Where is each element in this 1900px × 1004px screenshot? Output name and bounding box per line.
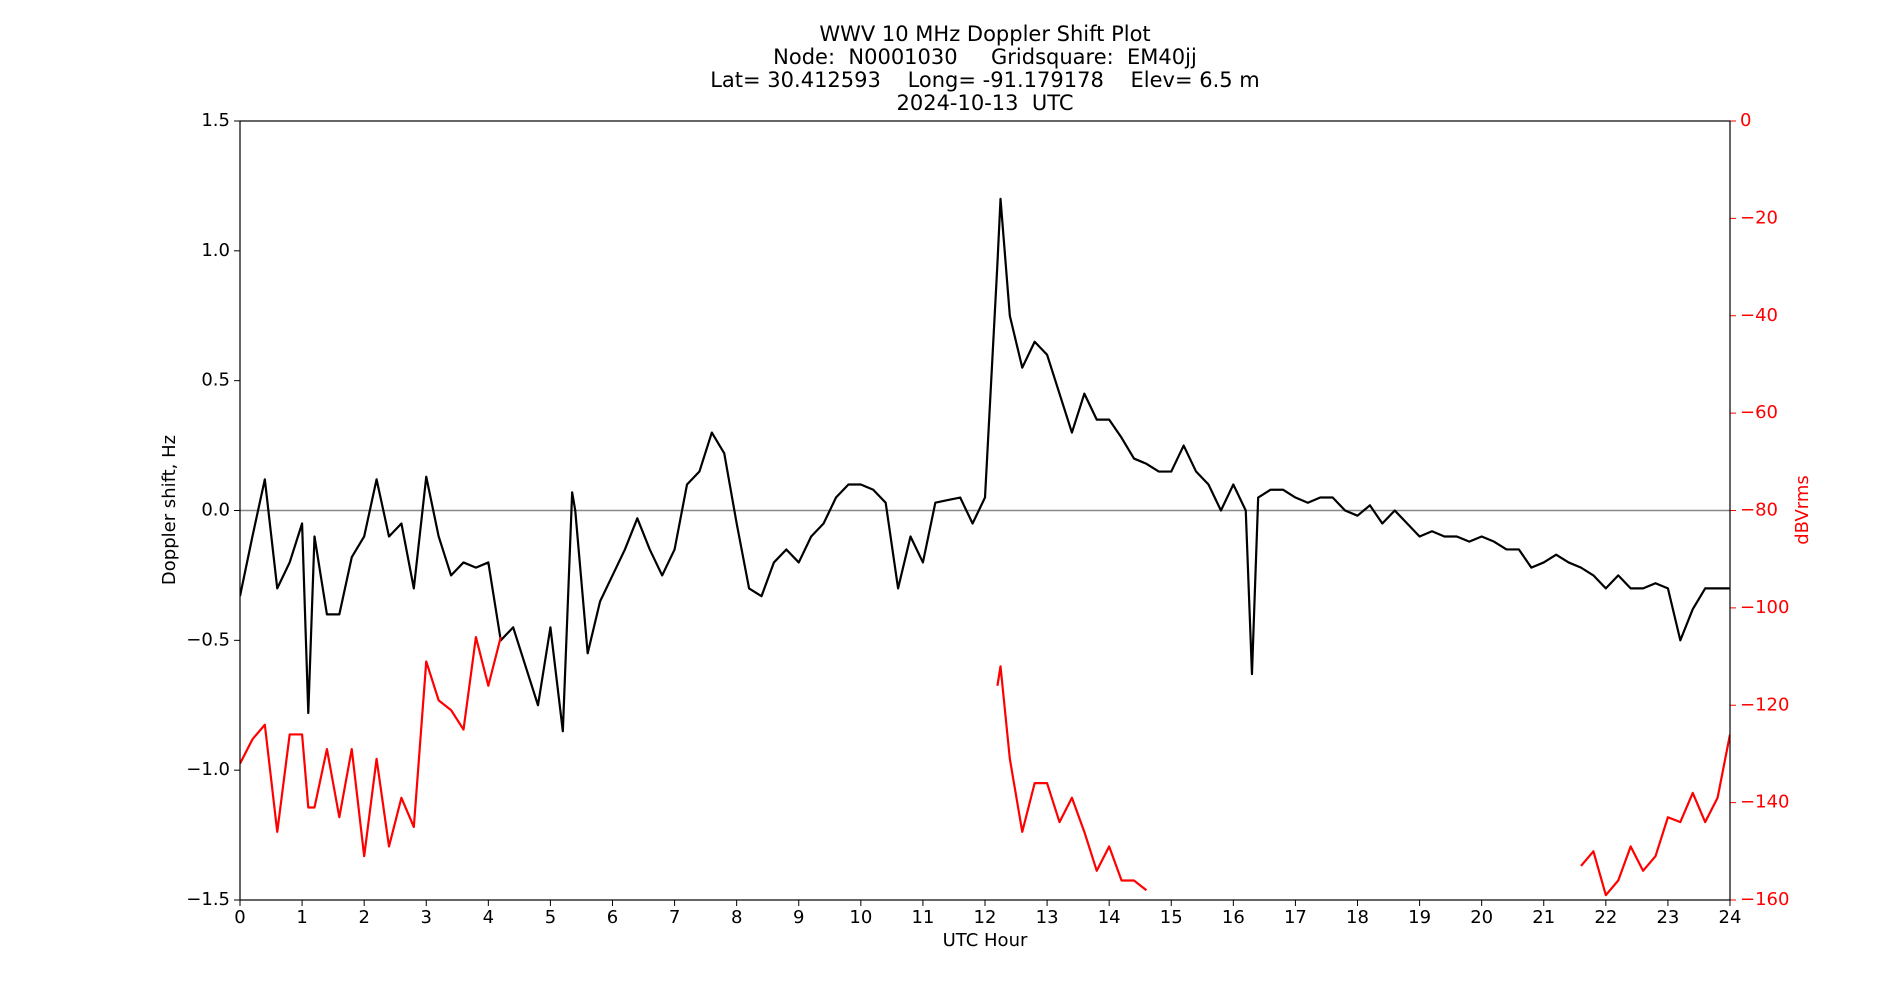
x-tick-label: 17 [1284, 907, 1307, 928]
y-tick-label: 1.0 [201, 240, 230, 261]
chart-subtitle: Lat= 30.412593 Long= -91.179178 Elev= 6.… [710, 68, 1260, 92]
x-tick-label: 5 [545, 907, 556, 928]
y-tick-label: 1.5 [201, 110, 230, 131]
y2-axis-label: dBVrms [1792, 475, 1813, 545]
x-axis-label: UTC Hour [943, 930, 1028, 951]
y2-tick-label: −140 [1740, 792, 1789, 813]
x-tick-label: 23 [1656, 907, 1679, 928]
x-tick-label: 16 [1222, 907, 1245, 928]
chart-subtitle: 2024-10-13 UTC [896, 91, 1073, 115]
x-tick-label: 11 [911, 907, 934, 928]
x-tick-label: 18 [1346, 907, 1369, 928]
y2-tick-label: −120 [1740, 694, 1789, 715]
x-tick-label: 1 [296, 907, 307, 928]
x-tick-label: 12 [974, 907, 997, 928]
x-tick-label: 9 [793, 907, 804, 928]
data-line [240, 635, 1730, 897]
y-tick-label: 0.0 [201, 500, 230, 521]
y-tick-label: 0.5 [201, 370, 230, 391]
y-tick-label: −1.0 [186, 759, 230, 780]
x-tick-label: 19 [1408, 907, 1431, 928]
x-tick-label: 21 [1532, 907, 1555, 928]
x-tick-label: 4 [483, 907, 494, 928]
y-axis-label: Doppler shift, Hz [159, 435, 180, 585]
x-tick-label: 10 [849, 907, 872, 928]
y2-tick-label: −100 [1740, 597, 1789, 618]
x-tick-label: 2 [358, 907, 369, 928]
y2-tick-label: 0 [1740, 110, 1751, 131]
x-tick-label: 20 [1470, 907, 1493, 928]
x-tick-label: 8 [731, 907, 742, 928]
y-tick-label: −1.5 [186, 889, 230, 910]
x-tick-label: 3 [421, 907, 432, 928]
data-line [240, 197, 1730, 733]
x-tick-label: 6 [607, 907, 618, 928]
y2-tick-label: −60 [1740, 402, 1778, 423]
x-tick-label: 15 [1160, 907, 1183, 928]
x-tick-label: 0 [234, 907, 245, 928]
y2-tick-label: −80 [1740, 500, 1778, 521]
x-tick-label: 24 [1719, 907, 1742, 928]
x-tick-label: 14 [1098, 907, 1121, 928]
x-tick-label: 7 [669, 907, 680, 928]
chart-title: WWV 10 MHz Doppler Shift Plot [819, 22, 1150, 46]
y-tick-label: −0.5 [186, 629, 230, 650]
chart-subtitle: Node: N0001030 Gridsquare: EM40jj [773, 45, 1197, 69]
x-tick-label: 13 [1036, 907, 1059, 928]
plot-frame [239, 120, 1731, 901]
y2-tick-label: −160 [1740, 889, 1789, 910]
y2-tick-label: −20 [1740, 207, 1778, 228]
x-tick-label: 22 [1594, 907, 1617, 928]
y2-tick-label: −40 [1740, 305, 1778, 326]
